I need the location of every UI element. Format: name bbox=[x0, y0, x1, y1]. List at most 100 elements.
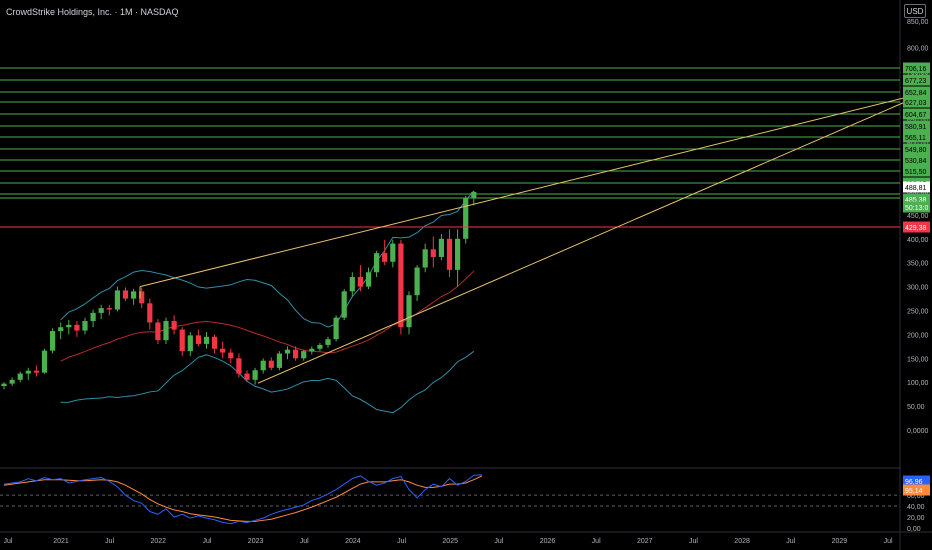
candle-body bbox=[228, 352, 234, 359]
candle-body bbox=[236, 358, 242, 374]
candle-body bbox=[398, 243, 404, 328]
x-tick-label: Jul bbox=[4, 538, 13, 545]
price-tag bbox=[903, 181, 930, 193]
level-price-label: 652,84 bbox=[905, 90, 927, 97]
candle-body bbox=[122, 290, 129, 299]
candle-body bbox=[406, 295, 412, 328]
y-tick-label: 450,00 bbox=[907, 213, 929, 220]
y-tick-label: 100,00 bbox=[907, 380, 929, 387]
candle-body bbox=[374, 253, 380, 273]
level-price-tag bbox=[903, 86, 930, 98]
candle-body bbox=[357, 277, 363, 287]
price-tag bbox=[903, 201, 930, 213]
candle-body bbox=[268, 360, 274, 368]
candle-body bbox=[179, 329, 185, 352]
candle-body bbox=[301, 351, 307, 359]
y-tick-label: 350,00 bbox=[907, 261, 929, 268]
x-tick-label: Jul bbox=[397, 538, 406, 545]
candle-body bbox=[422, 249, 428, 268]
candle-body bbox=[106, 308, 112, 310]
rsi-tick-label: 60,00 bbox=[907, 493, 925, 500]
y-tick-label: 150,00 bbox=[907, 356, 929, 363]
candle-body bbox=[58, 327, 64, 332]
x-tick-label: 2024 bbox=[345, 538, 361, 545]
trend-upper-line bbox=[139, 91, 929, 288]
moving-average-line bbox=[60, 270, 475, 362]
candle-body bbox=[260, 360, 266, 371]
candle-body bbox=[293, 349, 299, 359]
candle-body bbox=[390, 243, 396, 262]
level-price-tag bbox=[903, 108, 930, 120]
rsi-value-label: 95,14 bbox=[905, 488, 923, 495]
rsi-pane bbox=[0, 474, 900, 525]
x-tick-label: 2028 bbox=[734, 538, 750, 545]
candle-body bbox=[471, 191, 477, 199]
y-tick-label: 800,00 bbox=[907, 46, 929, 53]
candles-layer bbox=[1, 191, 477, 390]
candle-body bbox=[365, 272, 372, 287]
candle-body bbox=[284, 349, 291, 354]
level-price-label: 530,84 bbox=[905, 158, 927, 165]
candle-body bbox=[455, 238, 461, 270]
time-axis: 2021 Jul 2022 Jul 2023 Jul 2024 Jul 2025 Jul 2026 J… bbox=[4, 538, 893, 545]
rsi-line bbox=[3, 474, 482, 525]
level-price-label: 706,16 bbox=[905, 66, 927, 73]
candle-body bbox=[212, 336, 218, 349]
x-tick-label: 2023 bbox=[248, 538, 264, 545]
rsi-tick-label: 0,00 bbox=[907, 526, 921, 533]
candle-body bbox=[17, 373, 23, 380]
level-price-tag bbox=[903, 165, 930, 177]
candle-body bbox=[195, 335, 201, 344]
level-price-label: 580,91 bbox=[905, 124, 927, 131]
y-tick-label: 850,00 bbox=[907, 19, 929, 26]
y-tick-label: 400,00 bbox=[907, 237, 929, 244]
rsi-value-tag bbox=[903, 484, 930, 496]
candle-body bbox=[430, 249, 436, 257]
y-tick-label: 200,00 bbox=[907, 332, 929, 339]
x-tick-label: Jul bbox=[884, 538, 893, 545]
candle-body bbox=[414, 267, 420, 296]
candle-body bbox=[438, 238, 444, 257]
level-price-label: 549,80 bbox=[905, 147, 927, 154]
candle-body bbox=[98, 308, 104, 313]
candle-body bbox=[309, 348, 315, 352]
rsi-value-label: 96,96 bbox=[905, 479, 923, 486]
price-tag-label: 485,38 bbox=[905, 197, 927, 204]
price-tag bbox=[903, 193, 930, 205]
rsi-tick-label: 20,00 bbox=[907, 515, 925, 522]
candle-body bbox=[333, 317, 339, 340]
x-tick-label: 2021 bbox=[53, 538, 69, 545]
annotation-layer bbox=[0, 67, 929, 384]
candle-body bbox=[171, 321, 177, 330]
candle-body bbox=[25, 370, 31, 374]
level-price-tag bbox=[903, 62, 930, 74]
y-tick-label: 300,00 bbox=[907, 285, 929, 292]
x-tick-label: Jul bbox=[786, 538, 795, 545]
level-price-tag bbox=[903, 74, 930, 86]
level-price-tag bbox=[903, 154, 930, 166]
x-tick-label: 2027 bbox=[637, 538, 653, 545]
candle-body bbox=[147, 303, 153, 323]
x-tick-label: Jul bbox=[202, 538, 211, 545]
candle-body bbox=[276, 353, 282, 368]
candle-body bbox=[114, 290, 120, 310]
level-price-label: 515,50 bbox=[905, 169, 927, 176]
level-price-tag bbox=[903, 96, 930, 108]
candle-body bbox=[131, 291, 137, 299]
currency-button[interactable]: USD bbox=[904, 4, 926, 18]
candle-body bbox=[220, 348, 226, 353]
level-price-label: 565,11 bbox=[905, 135, 926, 142]
x-tick-label: Jul bbox=[689, 538, 698, 545]
price-tag bbox=[903, 221, 930, 233]
price-axis: 850,00800,00750,00700,00650,00600,00550,… bbox=[903, 19, 930, 533]
y-tick-label: 0,0000 bbox=[907, 428, 929, 435]
candle-body bbox=[66, 324, 72, 328]
y-tick-label: 50,00 bbox=[907, 404, 925, 411]
x-tick-label: 2022 bbox=[151, 538, 167, 545]
candle-body bbox=[9, 379, 15, 384]
level-price-label: 627,03 bbox=[905, 100, 927, 107]
candle-body bbox=[341, 291, 347, 318]
x-tick-label: Jul bbox=[494, 538, 503, 545]
